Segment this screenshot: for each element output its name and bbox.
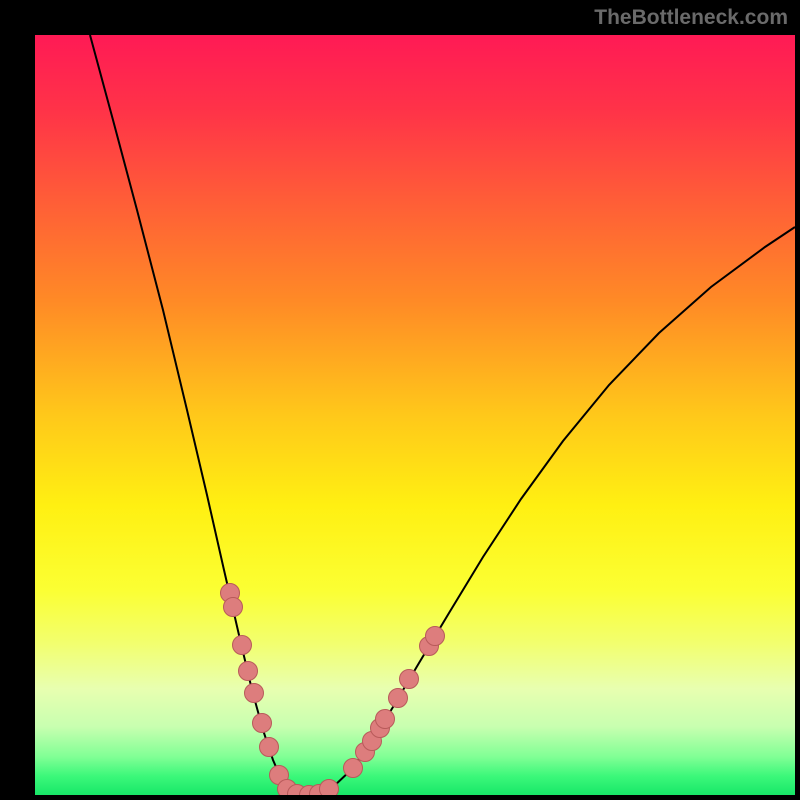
marker-point — [253, 714, 272, 733]
plot-area — [35, 35, 795, 795]
marker-point — [224, 598, 243, 617]
marker-point — [400, 670, 419, 689]
left-curve — [90, 35, 305, 795]
marker-point — [233, 636, 252, 655]
watermark-text: TheBottleneck.com — [594, 6, 788, 30]
marker-point — [344, 759, 363, 778]
marker-point — [260, 738, 279, 757]
bottleneck-curve — [35, 35, 795, 795]
marker-point — [320, 780, 339, 796]
chart-container: TheBottleneck.com — [0, 0, 800, 800]
marker-point — [239, 662, 258, 681]
marker-point — [245, 684, 264, 703]
right-curve — [305, 227, 795, 795]
curve-markers — [221, 584, 445, 796]
marker-point — [389, 689, 408, 708]
marker-point — [426, 627, 445, 646]
marker-point — [376, 710, 395, 729]
